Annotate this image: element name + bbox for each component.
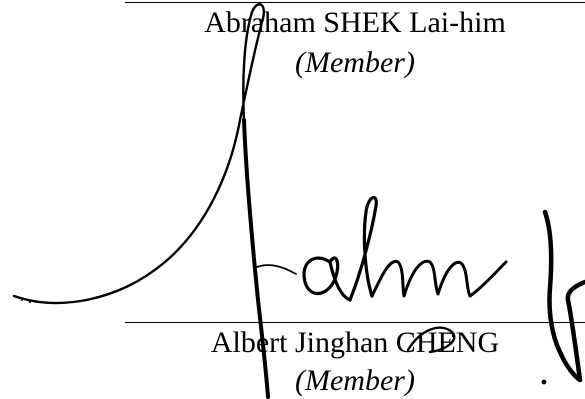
signature-cross-stroke (253, 264, 297, 275)
signature-line-top (125, 2, 585, 3)
signature-humps (370, 259, 508, 298)
signature-line-bottom (125, 322, 585, 323)
signatory-name-2: Albert Jinghan CHENG (210, 326, 500, 359)
signatory-role-1: (Member) (295, 46, 415, 79)
signatory-name-1: Abraham SHEK Lai-him (204, 6, 506, 39)
signature-tall-l (348, 195, 378, 302)
signature-loop-a (302, 256, 352, 302)
signatory-role-2: (Member) (295, 364, 415, 397)
ink-speck (21, 299, 23, 301)
ink-speck (28, 300, 32, 304)
